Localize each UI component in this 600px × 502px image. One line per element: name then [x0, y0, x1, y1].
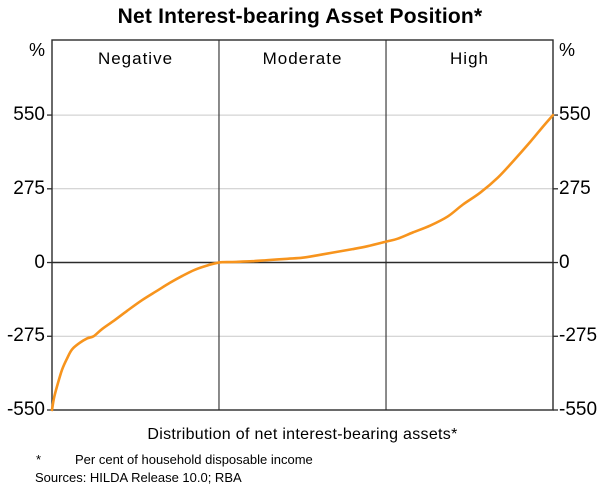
- y-tick-label-left-275: 275: [13, 177, 45, 199]
- y-tick-label-left-0: 0: [34, 251, 45, 273]
- y-tick-label-right-550: 550: [559, 104, 591, 126]
- y-axis-unit-left: %: [28, 40, 45, 60]
- sources-line: Sources: HILDA Release 10.0; RBA: [35, 470, 242, 485]
- region-label-high: High: [450, 49, 489, 68]
- data-curve: [50, 113, 555, 412]
- region-label-negative: Negative: [97, 49, 174, 68]
- y-tick-label-left--275: -275: [6, 325, 45, 347]
- y-axis-unit-right: %: [559, 40, 576, 60]
- region-label-moderate: Moderate: [262, 49, 343, 68]
- footnote-marker: *: [36, 452, 42, 467]
- y-tick-label-right-275: 275: [559, 177, 591, 199]
- y-tick-label-right-0: 0: [559, 251, 570, 273]
- y-tick-label-left--550: -550: [6, 399, 45, 420]
- plot-border: [51, 39, 554, 411]
- chart-title: Net Interest-bearing Asset Position*: [117, 5, 483, 28]
- y-tick-label-right--550: -550: [559, 399, 598, 420]
- x-axis-caption: Distribution of net interest-bearing ass…: [147, 426, 458, 443]
- footnote-text: Per cent of household disposable income: [75, 452, 313, 467]
- y-tick-label-left-550: 550: [13, 104, 45, 126]
- y-tick-label-right--275: -275: [559, 325, 598, 347]
